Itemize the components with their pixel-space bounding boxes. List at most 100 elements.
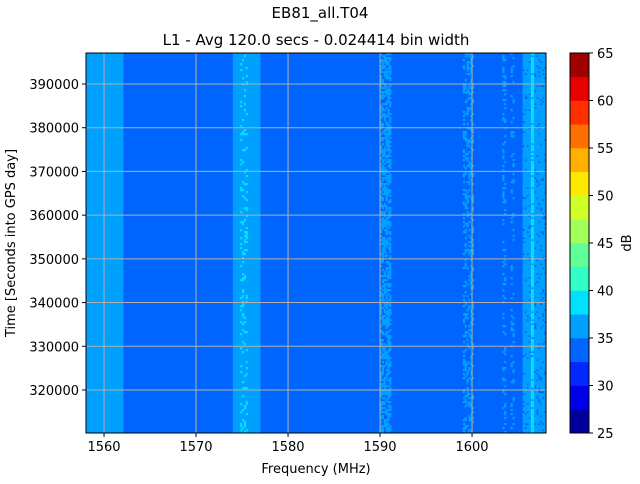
heatmap-cell [472, 207, 475, 210]
heatmap-cell [530, 241, 534, 244]
heatmap-cell [502, 427, 505, 430]
heatmap-cell [538, 283, 541, 286]
heatmap-cell [472, 227, 475, 230]
heatmap-cell [524, 111, 527, 114]
heatmap-cell [530, 93, 534, 96]
colorbar-segment [570, 53, 589, 78]
heatmap-cell [472, 253, 475, 256]
heatmap-cell [383, 129, 386, 132]
heatmap-cell [530, 117, 534, 120]
heatmap-cell [512, 117, 515, 120]
heatmap-cell [522, 323, 525, 326]
heatmap-cell [522, 311, 525, 314]
heatmap-cell [462, 115, 465, 118]
heatmap-cell [534, 285, 537, 288]
heatmap-cell [528, 153, 531, 156]
heatmap-cell [538, 333, 541, 336]
heatmap-cell [462, 203, 465, 206]
heatmap-cell [385, 413, 388, 416]
heatmap-cell [524, 351, 527, 354]
heatmap-cell [524, 243, 527, 246]
heatmap-cell [536, 299, 539, 302]
heatmap-cell [245, 295, 248, 298]
heatmap-cell [242, 59, 245, 62]
heatmap-cell [534, 293, 537, 296]
heatmap-cell [242, 313, 245, 316]
heatmap-cell [468, 183, 471, 186]
heatmap-cell [536, 283, 539, 286]
heatmap-cell [389, 155, 392, 158]
heatmap-cell [538, 119, 541, 122]
heatmap-cell [385, 307, 388, 310]
heatmap-cell [385, 233, 388, 236]
heatmap-cell [381, 331, 385, 334]
heatmap-cell [544, 369, 547, 372]
heatmap-cell [534, 425, 537, 428]
heatmap-cell [542, 133, 545, 136]
heatmap-cell [243, 431, 247, 434]
heatmap-cell [534, 217, 537, 220]
heatmap-cell [380, 147, 383, 150]
heatmap-cell [387, 247, 390, 250]
heatmap-cell [522, 55, 525, 58]
heatmap-cell [381, 241, 385, 244]
heatmap-cell [464, 361, 467, 364]
heatmap-cell [387, 63, 390, 66]
heatmap-cell [389, 239, 392, 242]
heatmap-cell [385, 375, 388, 378]
heatmap-cell [512, 369, 515, 372]
heatmap-cell [534, 105, 537, 108]
heatmap-cell [522, 155, 525, 158]
heatmap-cell [528, 165, 531, 168]
heatmap-cell [534, 125, 537, 128]
heatmap-cell [530, 403, 534, 406]
heatmap-cell [534, 183, 537, 186]
heatmap-cell [538, 81, 541, 84]
heatmap-cell [524, 133, 527, 136]
heatmap-cell [528, 223, 531, 226]
heatmap-cell [240, 105, 243, 108]
heatmap-cell [530, 219, 534, 222]
heatmap-cell [530, 349, 534, 352]
heatmap-cell [502, 391, 505, 394]
heatmap-cell [522, 295, 525, 298]
heatmap-cell [468, 53, 471, 56]
heatmap-cell [464, 313, 467, 316]
heatmap-cell [526, 189, 529, 192]
x-tick-label: 1590 [363, 440, 396, 455]
heatmap-cell [528, 167, 531, 170]
heatmap-cell [526, 363, 529, 366]
heatmap-cell [242, 289, 245, 292]
heatmap-cell [530, 203, 533, 206]
heatmap-cell [532, 97, 535, 100]
heatmap-cell [544, 105, 547, 108]
heatmap-cell [542, 107, 545, 110]
heatmap-cell [380, 185, 383, 188]
heatmap-cell [522, 223, 525, 226]
heatmap-cell [522, 105, 525, 108]
heatmap-cell [526, 123, 529, 126]
heatmap-cell [542, 189, 545, 192]
heatmap-cell [536, 189, 539, 192]
heatmap-cell [381, 349, 385, 352]
heatmap-cell [534, 249, 537, 252]
heatmap-cell [522, 369, 525, 372]
heatmap-cell [470, 141, 473, 144]
heatmap-cell [544, 305, 547, 308]
heatmap-cell [389, 267, 392, 270]
heatmap-cell [542, 99, 545, 102]
heatmap-cell [530, 383, 534, 386]
heatmap-cell [389, 255, 392, 258]
heatmap-cell [544, 315, 547, 318]
heatmap-cell [380, 393, 383, 396]
heatmap-cell [526, 129, 529, 132]
heatmap-cell [542, 245, 545, 248]
heatmap-cell [530, 341, 534, 344]
heatmap-cell [389, 167, 392, 170]
heatmap-cell [526, 399, 529, 402]
heatmap-cell [381, 67, 385, 70]
heatmap-cell [538, 265, 541, 268]
heatmap-cell [524, 383, 527, 386]
heatmap-cell [544, 107, 547, 110]
heatmap-cell [530, 135, 534, 138]
